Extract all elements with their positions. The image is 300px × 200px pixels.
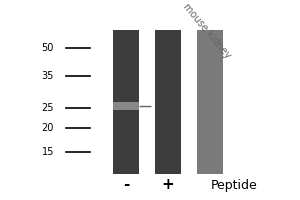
Text: 35: 35 (42, 71, 54, 81)
Text: 20: 20 (42, 123, 54, 133)
Text: mouse kidney: mouse kidney (181, 2, 233, 61)
Bar (197, 30, 223, 174)
Bar (155, 30, 181, 174)
Text: -: - (123, 177, 129, 192)
Text: 15: 15 (42, 147, 54, 157)
Bar (113, 102, 139, 110)
Text: Peptide: Peptide (211, 179, 257, 192)
Text: 25: 25 (41, 103, 54, 113)
Bar (113, 30, 139, 174)
Text: +: + (162, 177, 174, 192)
Text: 50: 50 (42, 43, 54, 53)
